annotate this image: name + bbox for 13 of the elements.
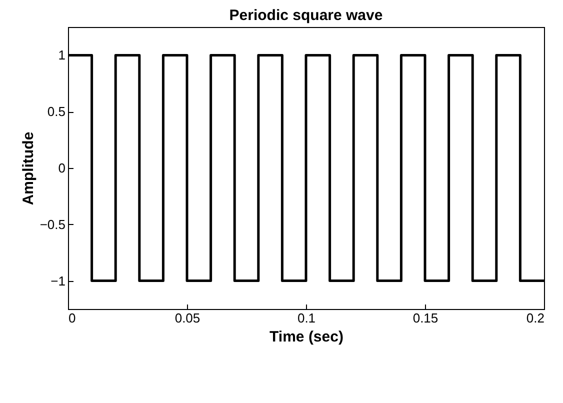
y-tick-label: −0.5 — [40, 216, 66, 232]
x-tick-label: 0.1 — [297, 310, 316, 326]
y-tick-label: 1 — [58, 48, 66, 63]
y-tick-label: 0 — [58, 160, 66, 176]
x-tick-label: 0 — [68, 310, 76, 326]
x-axis-title: Time (sec) — [270, 328, 344, 346]
y-tick-label: −1 — [50, 273, 66, 288]
y-axis-title: Amplitude — [20, 132, 37, 206]
y-tick-label: 0.5 — [47, 104, 66, 120]
x-tick-label: 0.05 — [174, 310, 200, 326]
x-tick-label: 0.2 — [526, 310, 544, 326]
chart-title: Periodic square wave — [229, 7, 383, 24]
x-tick-label: 0.15 — [412, 310, 438, 326]
